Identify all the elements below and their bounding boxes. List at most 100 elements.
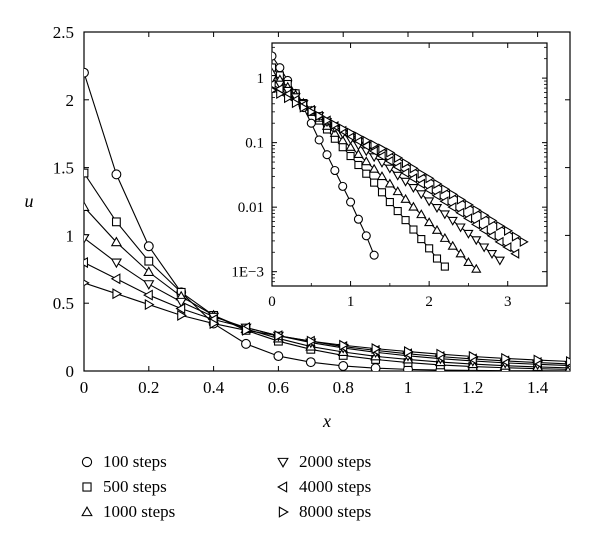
inset-data-point — [376, 158, 388, 168]
data-point — [338, 361, 349, 371]
inset-data-point — [423, 197, 435, 207]
inset-data-point — [353, 214, 363, 224]
legend-marker-icon — [81, 456, 93, 468]
legend-marker — [278, 506, 289, 518]
inset-data-point — [432, 254, 442, 263]
inset-data-point — [455, 248, 466, 258]
inset-data-point — [385, 197, 394, 207]
inset-data-point — [463, 229, 474, 239]
inset-data-point — [322, 150, 332, 160]
y-axis-label: u — [25, 191, 34, 211]
inset-x-tick-label: 2 — [425, 294, 433, 310]
y-tick-label: 1 — [66, 226, 75, 245]
inset-data-point — [384, 164, 396, 174]
data-point — [84, 168, 89, 178]
data-point — [371, 343, 382, 355]
inset-data-point — [439, 210, 451, 220]
data-point — [111, 169, 122, 180]
inset-y-tick-label: 1 — [257, 71, 265, 87]
x-tick-label: 0.2 — [138, 378, 159, 397]
legend-item-4000-steps: 4000 steps — [276, 477, 371, 497]
series-line — [84, 262, 570, 365]
y-tick-label: 2.5 — [53, 23, 74, 42]
data-point — [143, 280, 155, 290]
inset-data-point — [361, 231, 371, 241]
inset-data-point — [276, 88, 286, 100]
inset-data-point — [272, 87, 278, 94]
inset-data-point — [394, 152, 404, 164]
y-tick-label: 0.5 — [53, 294, 74, 313]
inset-data-point — [354, 131, 364, 142]
series-line — [84, 72, 570, 371]
y-tick-label: 1.5 — [53, 159, 74, 178]
data-point — [436, 348, 447, 360]
inset-data-point — [455, 207, 465, 218]
legend-label: 1000 steps — [103, 502, 176, 521]
inset-data-point — [471, 236, 482, 246]
data-point — [84, 234, 90, 244]
inset-data-point — [470, 219, 480, 230]
inset-data-point — [323, 115, 333, 126]
data-point — [84, 256, 89, 269]
inset-data-point — [463, 256, 474, 266]
inset-data-point — [494, 256, 506, 266]
data-point — [175, 297, 187, 308]
data-point — [209, 317, 220, 330]
inset-data-point — [447, 216, 458, 226]
data-point — [84, 201, 90, 211]
legend-marker — [82, 482, 92, 492]
inset-data-point — [417, 168, 427, 179]
data-point — [273, 351, 284, 362]
legend-item-2000-steps: 2000 steps — [276, 452, 371, 472]
series-line — [84, 206, 570, 369]
inset-data-point — [331, 119, 341, 130]
inset-data-point — [306, 118, 316, 128]
data-point — [144, 298, 155, 311]
inset-x-tick-label: 1 — [347, 294, 355, 310]
inset-data-point — [339, 123, 349, 134]
inset-data-point — [368, 145, 378, 157]
data-point — [501, 352, 511, 364]
inset-data-point — [439, 196, 449, 207]
x-tick-label: 1.4 — [527, 378, 549, 397]
inset-data-point — [361, 156, 372, 166]
inset-data-point — [510, 248, 520, 259]
inset-data-point — [401, 158, 411, 169]
inset-data-point — [369, 250, 379, 260]
legend-item-8000-steps: 8000 steps — [276, 502, 371, 522]
inset-data-point — [431, 224, 443, 234]
inset-chart: 0 1 2 3 1E−3 0.01 0.1 1 — [231, 42, 548, 310]
inset-data-point — [417, 235, 426, 244]
inset-data-point — [425, 173, 435, 184]
inset-data-point — [425, 244, 434, 253]
inset-data-point — [408, 201, 419, 211]
inset-data-point — [392, 171, 403, 181]
inset-data-point — [478, 225, 488, 236]
series-line — [84, 172, 570, 370]
data-point — [241, 338, 251, 349]
inset-data-point — [376, 171, 388, 181]
inset-data-point — [299, 102, 309, 113]
inset-data-point — [337, 135, 348, 145]
inset-x-tick-label: 0 — [268, 294, 276, 310]
series-1000-steps — [84, 201, 570, 371]
y-tick-label: 0 — [66, 362, 75, 381]
inset-data-point — [488, 215, 498, 226]
inset-data-point — [272, 79, 276, 90]
legend-marker — [277, 481, 288, 493]
data-point — [306, 335, 317, 347]
inset-data-point — [314, 135, 324, 145]
legend-marker-icon — [277, 457, 289, 468]
x-tick-label: 0 — [80, 378, 89, 397]
inset-data-point — [433, 178, 443, 189]
legend-marker-icon — [277, 481, 288, 493]
inset-data-point — [384, 178, 396, 188]
legend-item-100-steps: 100 steps — [80, 452, 167, 472]
inset-data-point — [284, 92, 294, 104]
data-point — [110, 258, 122, 269]
inset-data-point — [392, 186, 403, 196]
inset-y-tick-label: 1E−3 — [231, 265, 264, 281]
inset-y-tick-label: 0.01 — [238, 200, 264, 216]
inset-data-point — [447, 202, 457, 213]
legend-item-500-steps: 500 steps — [80, 477, 167, 497]
